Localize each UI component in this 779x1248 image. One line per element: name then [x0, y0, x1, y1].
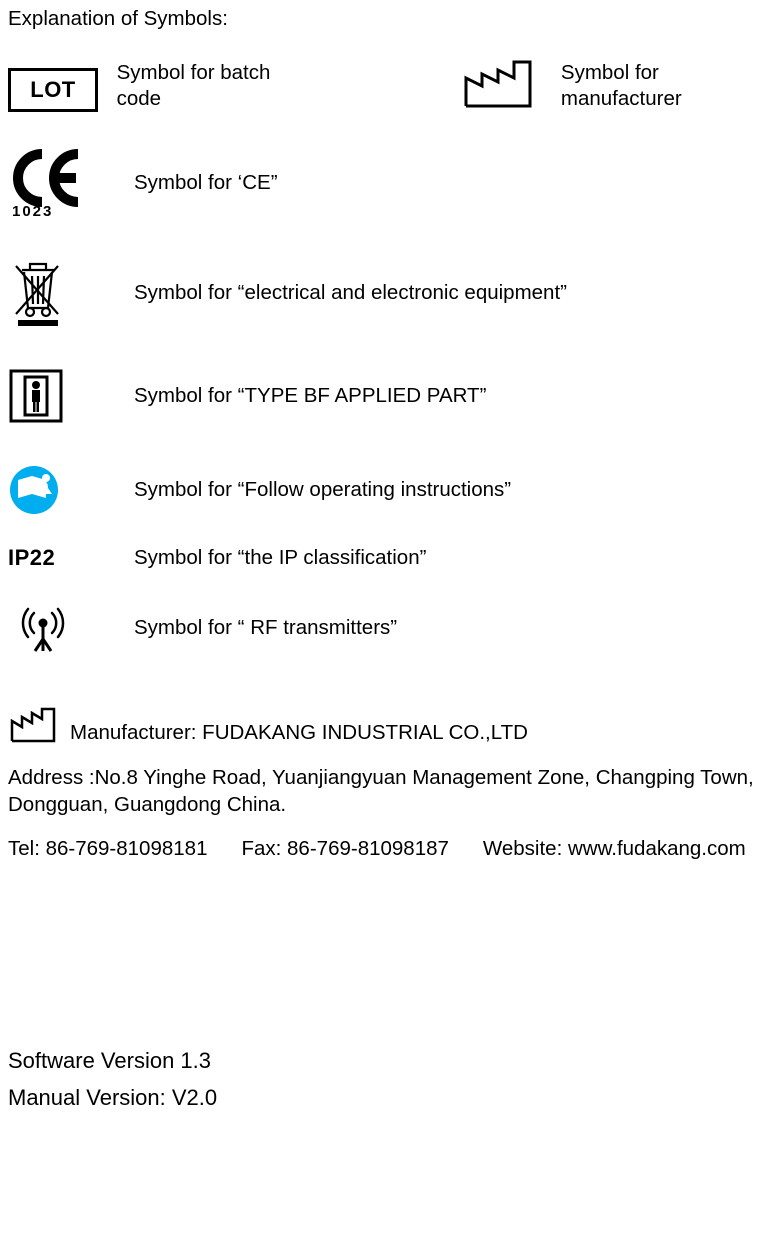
label-rf: Symbol for “ RF transmitters”: [128, 615, 397, 641]
lot-box-icon: LOT: [8, 68, 98, 112]
manual-version: Manual Version: V2.0: [8, 1079, 771, 1116]
page: Explanation of Symbols: LOT Symbol for b…: [0, 0, 779, 1248]
versions-block: Software Version 1.3 Manual Version: V2.…: [8, 1042, 771, 1117]
factory-icon: [460, 56, 538, 112]
ce-icon-wrap: 1023: [8, 148, 128, 218]
factory-small-icon: [8, 705, 60, 745]
weee-icon-wrap: [8, 258, 128, 328]
manufacturer-row: Manufacturer: FUDAKANG INDUSTRIAL CO.,LT…: [8, 705, 771, 745]
ip22-text-icon: IP22: [8, 544, 55, 572]
label-ip22: Symbol for “the IP classification”: [128, 545, 426, 571]
label-weee: Symbol for “electrical and electronic eq…: [128, 280, 567, 306]
label-follow-instructions: Symbol for “Follow operating instruction…: [128, 477, 511, 503]
rf-antenna-icon: [8, 599, 78, 657]
manufacturer-contacts: Tel: 86-769-81098181 Fax: 86-769-8109818…: [8, 836, 771, 862]
manufacturer-fax: Fax: 86-769-81098187: [241, 836, 448, 862]
manufacturer-website: Website: www.fudakang.com: [483, 836, 746, 862]
manufacturer-tel: Tel: 86-769-81098181: [8, 836, 207, 862]
rf-icon-wrap: [8, 599, 128, 657]
follow-instructions-icon: [8, 464, 60, 516]
row-weee: Symbol for “electrical and electronic eq…: [8, 258, 771, 328]
heading-explanation: Explanation of Symbols:: [8, 6, 771, 32]
type-bf-icon: [8, 368, 64, 424]
label-manufacturer: Symbol for manufacturer: [561, 60, 771, 111]
row-ip22: IP22 Symbol for “the IP classification”: [8, 544, 771, 572]
ce-icon: 1023: [8, 148, 90, 218]
manufacturer-address: Address :No.8 Yinghe Road, Yuanjiangyuan…: [8, 765, 771, 818]
label-ce: Symbol for ‘CE”: [128, 170, 278, 196]
manufacturer-block: Manufacturer: FUDAKANG INDUSTRIAL CO.,LT…: [8, 705, 771, 862]
label-batch-code: Symbol for batch code: [117, 60, 308, 111]
weee-bin-icon: [8, 258, 68, 328]
ip22-icon-wrap: IP22: [8, 544, 128, 572]
row-ce: 1023 Symbol for ‘CE”: [8, 148, 771, 218]
row-rf: Symbol for “ RF transmitters”: [8, 599, 771, 657]
ce-code-text: 1023: [12, 203, 53, 218]
lot-icon-wrap: LOT: [8, 68, 117, 112]
row-lot-manufacturer: LOT Symbol for batch code Symbol for man…: [8, 56, 771, 112]
typebf-icon-wrap: [8, 368, 128, 424]
row-typebf: Symbol for “TYPE BF APPLIED PART”: [8, 368, 771, 424]
row-follow-instructions: Symbol for “Follow operating instruction…: [8, 464, 771, 516]
follow-instructions-icon-wrap: [8, 464, 128, 516]
manufacturer-icon-wrap: [448, 56, 551, 112]
manufacturer-small-icon-wrap: [8, 705, 70, 745]
manufacturer-line: Manufacturer: FUDAKANG INDUSTRIAL CO.,LT…: [70, 720, 528, 746]
label-typebf: Symbol for “TYPE BF APPLIED PART”: [128, 383, 486, 409]
software-version: Software Version 1.3: [8, 1042, 771, 1079]
